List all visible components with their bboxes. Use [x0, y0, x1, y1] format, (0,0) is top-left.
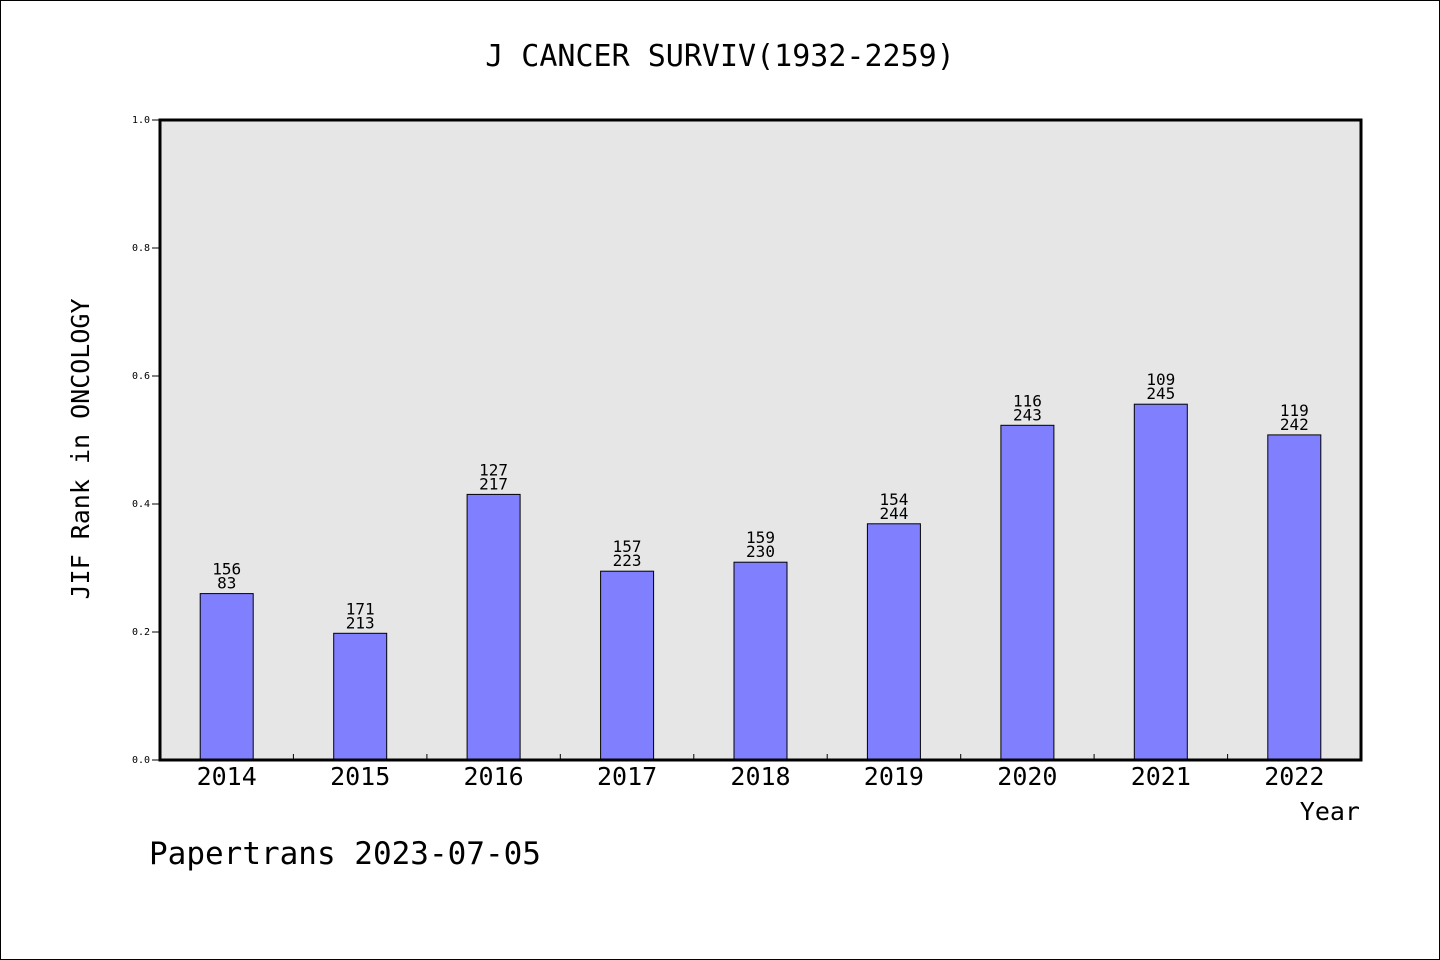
bar-label-bottom-2022: 242	[1280, 415, 1309, 434]
bar-label-top-2022: 119	[1280, 401, 1309, 420]
bar-2016	[466, 493, 521, 761]
bar-label-top-2017: 157	[613, 537, 642, 556]
y-tick-label: 0.0	[132, 755, 150, 766]
bar-label-top-2019: 154	[879, 490, 908, 509]
bar-label-top-2021: 109	[1146, 370, 1175, 389]
y-tick-label: 0.6	[132, 371, 150, 382]
bar-label-bottom-2014: 83	[217, 574, 236, 593]
x-axis: 2014 2015 2016 2017 2018 2019 2020 2021 2022	[197, 754, 1324, 791]
bar-label-bottom-2016: 217	[479, 474, 508, 493]
footer-note: Papertrans 2023-07-05	[149, 836, 541, 872]
chart-title: J CANCER SURVIV(1932-2259)	[485, 39, 955, 74]
plot-border	[158, 118, 1363, 762]
bar-label-bottom-2017: 223	[613, 551, 642, 570]
y-tick-label: 1.0	[132, 115, 150, 126]
bar-label-top-2018: 159	[746, 528, 775, 547]
bar-label-bottom-2015: 213	[346, 613, 375, 632]
bar-label-top-2016: 127	[479, 460, 508, 479]
bar-2022	[1267, 434, 1322, 761]
x-tick-label-2017: 2017	[597, 762, 657, 791]
bar-label-top-2020: 116	[1013, 391, 1042, 410]
x-tick-label-2014: 2014	[197, 762, 257, 791]
bar-label-bottom-2019: 244	[879, 504, 908, 523]
x-axis-label: Year	[1300, 797, 1360, 826]
bar-label-bottom-2020: 243	[1013, 405, 1042, 424]
y-tick-label: 0.8	[132, 243, 150, 254]
bar-2018	[733, 561, 788, 761]
bar-2020	[1000, 424, 1055, 761]
y-axis: 0.0 0.2 0.4 0.6 0.8 1.0	[132, 115, 160, 766]
bar-2021	[1133, 403, 1188, 761]
bars-group	[199, 403, 1322, 761]
y-tick-label: 0.2	[132, 627, 150, 638]
bar-2017	[600, 570, 655, 761]
bar-label-top-2014: 156	[212, 560, 241, 579]
bar-2014	[199, 593, 254, 761]
x-tick-label-2016: 2016	[463, 762, 523, 791]
x-tick-label-2022: 2022	[1264, 762, 1324, 791]
x-tick-label-2021: 2021	[1131, 762, 1191, 791]
bar-label-bottom-2018: 230	[746, 542, 775, 561]
x-tick-label-2018: 2018	[730, 762, 790, 791]
bar-2019	[866, 523, 921, 761]
bar-2015	[333, 632, 388, 761]
y-axis-label: JIF Rank in ONCOLOGY	[66, 298, 95, 599]
x-tick-label-2015: 2015	[330, 762, 390, 791]
bar-label-top-2015: 171	[346, 599, 375, 618]
bar-labels-group: 1568317121312721715722315923015424411624…	[212, 370, 1309, 632]
x-tick-label-2019: 2019	[864, 762, 924, 791]
y-tick-label: 0.4	[132, 499, 150, 510]
x-tick-label-2020: 2020	[997, 762, 1057, 791]
bar-label-bottom-2021: 245	[1146, 384, 1175, 403]
